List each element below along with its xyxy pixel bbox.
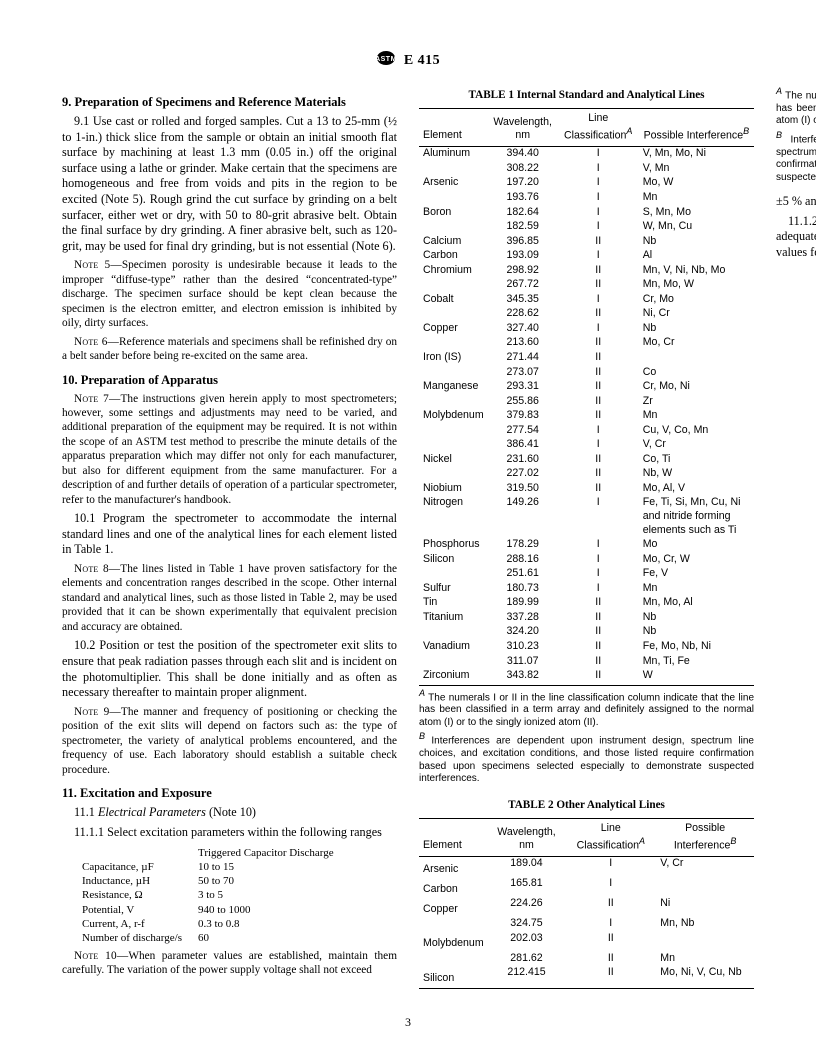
table-row: Manganese293.31IICr, Mo, Ni xyxy=(419,380,754,395)
doc-header: ASTM E 415 xyxy=(62,50,754,72)
section-11.1.1: 11.1.1 Select excitation parameters with… xyxy=(62,825,397,841)
section-10.1: 10.1 Program the spectrometer to accommo… xyxy=(62,511,397,558)
table-row: 311.07IIMn, Ti, Fe xyxy=(419,654,754,669)
table-row: Silicon288.16IMo, Cr, W xyxy=(419,552,754,567)
table-2-col-interf: Possible InterferenceB xyxy=(656,819,754,857)
section-9-title: 9. Preparation of Specimens and Referenc… xyxy=(62,94,397,110)
note-9: Note 9—The manner and frequency of posit… xyxy=(62,705,397,777)
table-row: 227.02IINb, W xyxy=(419,467,754,482)
table-1-title: TABLE 1 Internal Standard and Analytical… xyxy=(419,88,754,102)
table-row: Arsenic189.04IV, Cr xyxy=(419,856,754,877)
table-2-title: TABLE 2 Other Analytical Lines xyxy=(419,798,754,812)
table-2: Element Wavelength, nm Line Classificati… xyxy=(419,818,754,988)
table-row: 267.72IIMn, Mo, W xyxy=(419,278,754,293)
table-row: Current, A, r-f0.3 to 0.8 xyxy=(82,917,350,931)
table-row: Nickel231.60IICo, Ti xyxy=(419,452,754,467)
table-1-col-wavelength: Wavelength, nm xyxy=(488,109,558,147)
table-row: Capacitance, µF10 to 15 xyxy=(82,860,350,874)
table-row: Resistance, Ω3 to 5 xyxy=(82,888,350,902)
section-11-title: 11. Excitation and Exposure xyxy=(62,785,397,801)
table-row: Number of discharge/s60 xyxy=(82,931,350,945)
note-10: Note 10—When parameter values are establ… xyxy=(62,949,397,978)
table-row: 308.22IV, Mn xyxy=(419,161,754,176)
table-row: Arsenic197.20IMo, W xyxy=(419,176,754,191)
table-row: Vanadium310.23IIFe, Mo, Nb, Ni xyxy=(419,639,754,654)
table-row: 182.59IW, Mn, Cu xyxy=(419,220,754,235)
table-row: Inductance, µH50 to 70 xyxy=(82,874,350,888)
table-2-col-element: Element xyxy=(419,819,488,857)
section-10.2: 10.2 Position or test the position of th… xyxy=(62,638,397,700)
table-row: Calcium396.85IINb xyxy=(419,234,754,249)
table-row: 273.07IICo xyxy=(419,365,754,380)
table-row: Nitrogen149.26IFe, Ti, Si, Mn, Cu, Ni an… xyxy=(419,496,754,538)
section-11-cont: ±5 % and preferably should be held withi… xyxy=(776,194,816,210)
table-row: 255.86IIZr xyxy=(419,394,754,409)
table-1-col-class: Line ClassificationA xyxy=(558,109,639,147)
table-row: 281.62IIMn xyxy=(419,951,754,966)
note-6: Note 6—Reference materials and specimens… xyxy=(62,335,397,364)
table-row: Molybdenum202.03II xyxy=(419,931,754,951)
table-1-col-element: Element xyxy=(419,109,488,147)
table-2-footnote-b: B Interferences are dependent upon instr… xyxy=(776,130,816,184)
param-table: Triggered Capacitor Discharge Capacitanc… xyxy=(82,846,350,945)
table-row: Tin189.99IIMn, Mo, Al xyxy=(419,596,754,611)
table-row: 193.76IMn xyxy=(419,191,754,206)
note-5: Note 5—Specimen porosity is undesirable … xyxy=(62,258,397,330)
table-row: Titanium337.28IINb xyxy=(419,610,754,625)
table-row: Copper327.40INb xyxy=(419,321,754,336)
table-1-col-interf: Possible InterferenceB xyxy=(639,109,754,147)
table-2-col-class: Line ClassificationA xyxy=(565,819,656,857)
table-row: Carbon165.81I xyxy=(419,877,754,897)
table-row: Phosphorus178.29IMo xyxy=(419,538,754,553)
table-row: Niobium319.50IIMo, Al, V xyxy=(419,481,754,496)
table-row: 324.75IMn, Nb xyxy=(419,917,754,932)
table-row: 251.61IFe, V xyxy=(419,567,754,582)
table-row: Aluminum394.40IV, Mn, Mo, Ni xyxy=(419,146,754,161)
table-row: Silicon212.415IIMo, Ni, V, Cu, Nb xyxy=(419,966,754,988)
table-row: 324.20IINb xyxy=(419,625,754,640)
table-row: 228.62IINi, Cr xyxy=(419,307,754,322)
table-row: Zirconium343.82IIW xyxy=(419,669,754,686)
section-11.1.2: 11.1.2 Initiation Circuit—The initiator … xyxy=(776,214,816,261)
table-row: 213.60IIMo, Cr xyxy=(419,336,754,351)
table-row: Chromium298.92IIMn, V, Ni, Nb, Mo xyxy=(419,263,754,278)
param-table-header: Triggered Capacitor Discharge xyxy=(198,846,350,860)
table-row: Copper224.26IINi xyxy=(419,897,754,917)
section-10-title: 10. Preparation of Apparatus xyxy=(62,372,397,388)
table-2-footnote-a: A The numerals I or II in the line class… xyxy=(776,86,816,128)
table-1: Element Wavelength, nm Line Classificati… xyxy=(419,108,754,685)
table-row: Molybdenum379.83IIMn xyxy=(419,409,754,424)
note-8: Note 8—The lines listed in Table 1 have … xyxy=(62,562,397,634)
table-1-footnote-b: B Interferences are dependent upon instr… xyxy=(419,731,754,785)
section-9.1: 9.1 Use cast or rolled and forged sample… xyxy=(62,114,397,254)
page-number: 3 xyxy=(0,1015,816,1030)
table-row: Carbon193.09IAl xyxy=(419,249,754,264)
table-row: Iron (IS)271.44II xyxy=(419,351,754,366)
standard-number: E 415 xyxy=(404,53,440,68)
table-row: 386.41IV, Cr xyxy=(419,438,754,453)
svg-text:ASTM: ASTM xyxy=(376,56,396,63)
table-1-footnote-a: A The numerals I or II in the line class… xyxy=(419,688,754,730)
table-row: Cobalt345.35ICr, Mo xyxy=(419,292,754,307)
table-row: Potential, V940 to 1000 xyxy=(82,903,350,917)
note-7: Note 7—The instructions given herein app… xyxy=(62,392,397,508)
section-11.1: 11.1 Electrical Parameters (Note 10) xyxy=(62,805,397,821)
table-row: 277.54ICu, V, Co, Mn xyxy=(419,423,754,438)
table-2-col-wavelength: Wavelength, nm xyxy=(488,819,566,857)
table-row: Sulfur180.73IMn xyxy=(419,581,754,596)
astm-logo: ASTM xyxy=(376,50,396,72)
table-row: Boron182.64IS, Mn, Mo xyxy=(419,205,754,220)
